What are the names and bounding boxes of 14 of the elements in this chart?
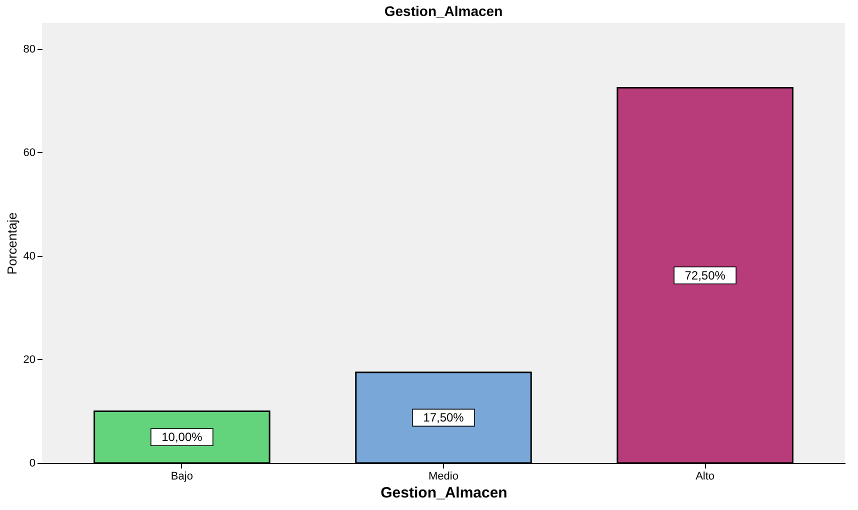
y-tick-label: 20 xyxy=(23,354,36,366)
chart-title: Gestion_Almacen xyxy=(384,3,503,19)
y-tick-label: 80 xyxy=(23,43,36,56)
x-tick-label: Alto xyxy=(696,470,715,482)
data-label: 72,50% xyxy=(684,268,726,282)
data-label: 10,00% xyxy=(162,430,203,444)
y-axis-title: Porcentaje xyxy=(4,212,20,275)
x-tick-label: Bajo xyxy=(170,470,193,482)
y-tick-label: 60 xyxy=(23,146,36,159)
y-tick-label: 0 xyxy=(29,458,36,470)
x-axis-title: Gestion_Almacen xyxy=(380,484,508,502)
x-tick-label: Medio xyxy=(428,470,458,482)
data-label: 17,50% xyxy=(423,410,464,425)
y-tick-label: 40 xyxy=(23,250,36,262)
